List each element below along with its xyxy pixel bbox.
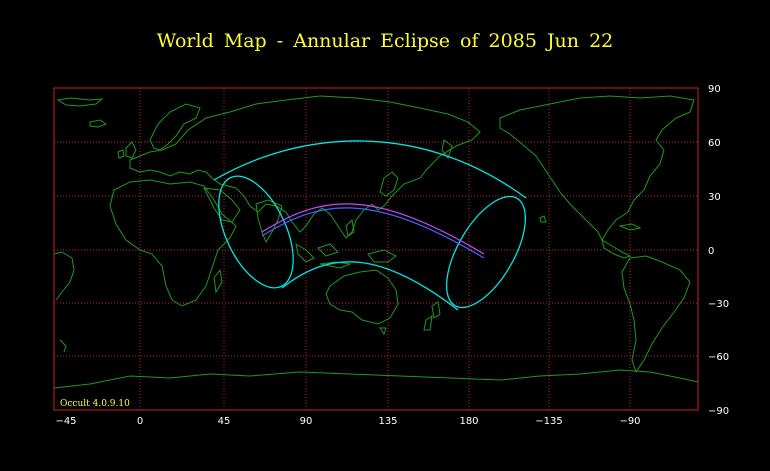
africa xyxy=(109,179,237,307)
y-tick-label: 30 xyxy=(708,192,721,203)
eclipse-shadow-outline xyxy=(213,140,527,311)
new-guinea xyxy=(367,249,397,263)
graticule xyxy=(54,88,698,410)
great-britain xyxy=(125,141,137,159)
annular-central-path xyxy=(261,203,485,259)
scandinavia xyxy=(149,103,201,151)
central-america xyxy=(601,238,632,259)
y-axis-labels: 90 60 30 0 −30 −60 −90 xyxy=(708,84,729,417)
y-tick-label: −90 xyxy=(708,406,729,417)
arabia xyxy=(203,187,241,223)
x-tick-label: −135 xyxy=(535,416,562,427)
coastlines xyxy=(53,95,699,389)
map-title: World Map - Annular Eclipse of 2085 Jun … xyxy=(156,30,614,52)
cuba xyxy=(618,223,642,231)
new-zealand-north xyxy=(431,301,441,319)
y-tick-label: −60 xyxy=(708,352,729,363)
y-tick-label: −30 xyxy=(708,299,729,310)
south-america xyxy=(621,255,691,374)
x-axis-labels: −45 0 45 90 135 180 −135 −90 xyxy=(55,416,640,427)
japan xyxy=(379,171,399,197)
map-frame xyxy=(53,87,699,411)
y-tick-label: 60 xyxy=(708,138,721,149)
north-america xyxy=(499,95,695,242)
antarctica xyxy=(53,369,699,389)
northern-limit xyxy=(213,140,527,199)
ireland xyxy=(117,149,125,159)
x-tick-label: 135 xyxy=(378,416,397,427)
tasmania xyxy=(379,327,387,336)
x-tick-label: 180 xyxy=(459,416,478,427)
india xyxy=(255,199,283,244)
sumatra xyxy=(295,242,315,263)
eurasia xyxy=(129,95,481,239)
java xyxy=(319,261,352,269)
y-tick-label: 90 xyxy=(708,84,721,95)
path-north-limit xyxy=(261,203,485,255)
hawaii xyxy=(539,215,547,223)
x-tick-label: 0 xyxy=(137,416,143,427)
sunrise-curve xyxy=(218,175,294,289)
falklands xyxy=(59,339,67,353)
sunset-curve xyxy=(445,195,527,309)
new-zealand-south xyxy=(423,314,433,331)
philippines xyxy=(345,218,355,237)
brazil-wrap xyxy=(53,251,75,301)
path-south-limit xyxy=(261,207,485,259)
australia xyxy=(325,269,399,325)
x-tick-label: −45 xyxy=(55,416,76,427)
x-tick-label: 45 xyxy=(218,416,231,427)
southern-limit xyxy=(281,261,459,311)
kamchatka xyxy=(441,139,453,160)
x-tick-label: 90 xyxy=(300,416,313,427)
x-tick-label: −90 xyxy=(619,416,640,427)
borneo xyxy=(317,243,339,257)
greenland xyxy=(56,97,104,107)
software-credit: Occult 4.0.9.10 xyxy=(60,399,130,409)
iceland xyxy=(89,119,108,128)
y-tick-label: 0 xyxy=(708,246,714,257)
madagascar xyxy=(213,268,223,294)
